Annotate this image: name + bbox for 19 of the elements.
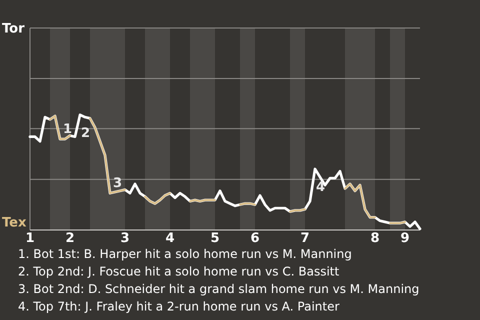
text: 1. Bot 1st: B. Harper hit a solo home run vs M. Manning	[18, 247, 352, 261]
x-tick-label: 8	[370, 231, 380, 246]
text: 3. Bot 2nd: D. Schneider hit a grand slam home run vs M. Manning	[18, 282, 420, 296]
x-tick-label: 6	[250, 231, 260, 246]
x-tick-label: 7	[300, 231, 310, 246]
annotation: 2	[81, 126, 90, 141]
x-tick-label: 2	[65, 231, 75, 246]
annotation: 3	[113, 176, 122, 192]
text: 2. Top 2nd: J. Foscue hit a solo home run vs C. Bassitt	[18, 264, 340, 278]
x-tick-label: 1	[25, 231, 35, 246]
x-tick-label: 5	[210, 231, 220, 246]
annotation: 4	[316, 180, 326, 195]
x-tick-label: 3	[120, 231, 130, 246]
text: Tex	[2, 216, 27, 231]
text: Tor	[2, 22, 26, 37]
text: 4. Top 7th: J. Fraley hit a 2-run home run vs A. Painter	[18, 300, 340, 314]
annotation: 1	[63, 122, 72, 138]
x-tick-label: 9	[400, 231, 410, 246]
x-tick-label: 4	[165, 231, 175, 246]
